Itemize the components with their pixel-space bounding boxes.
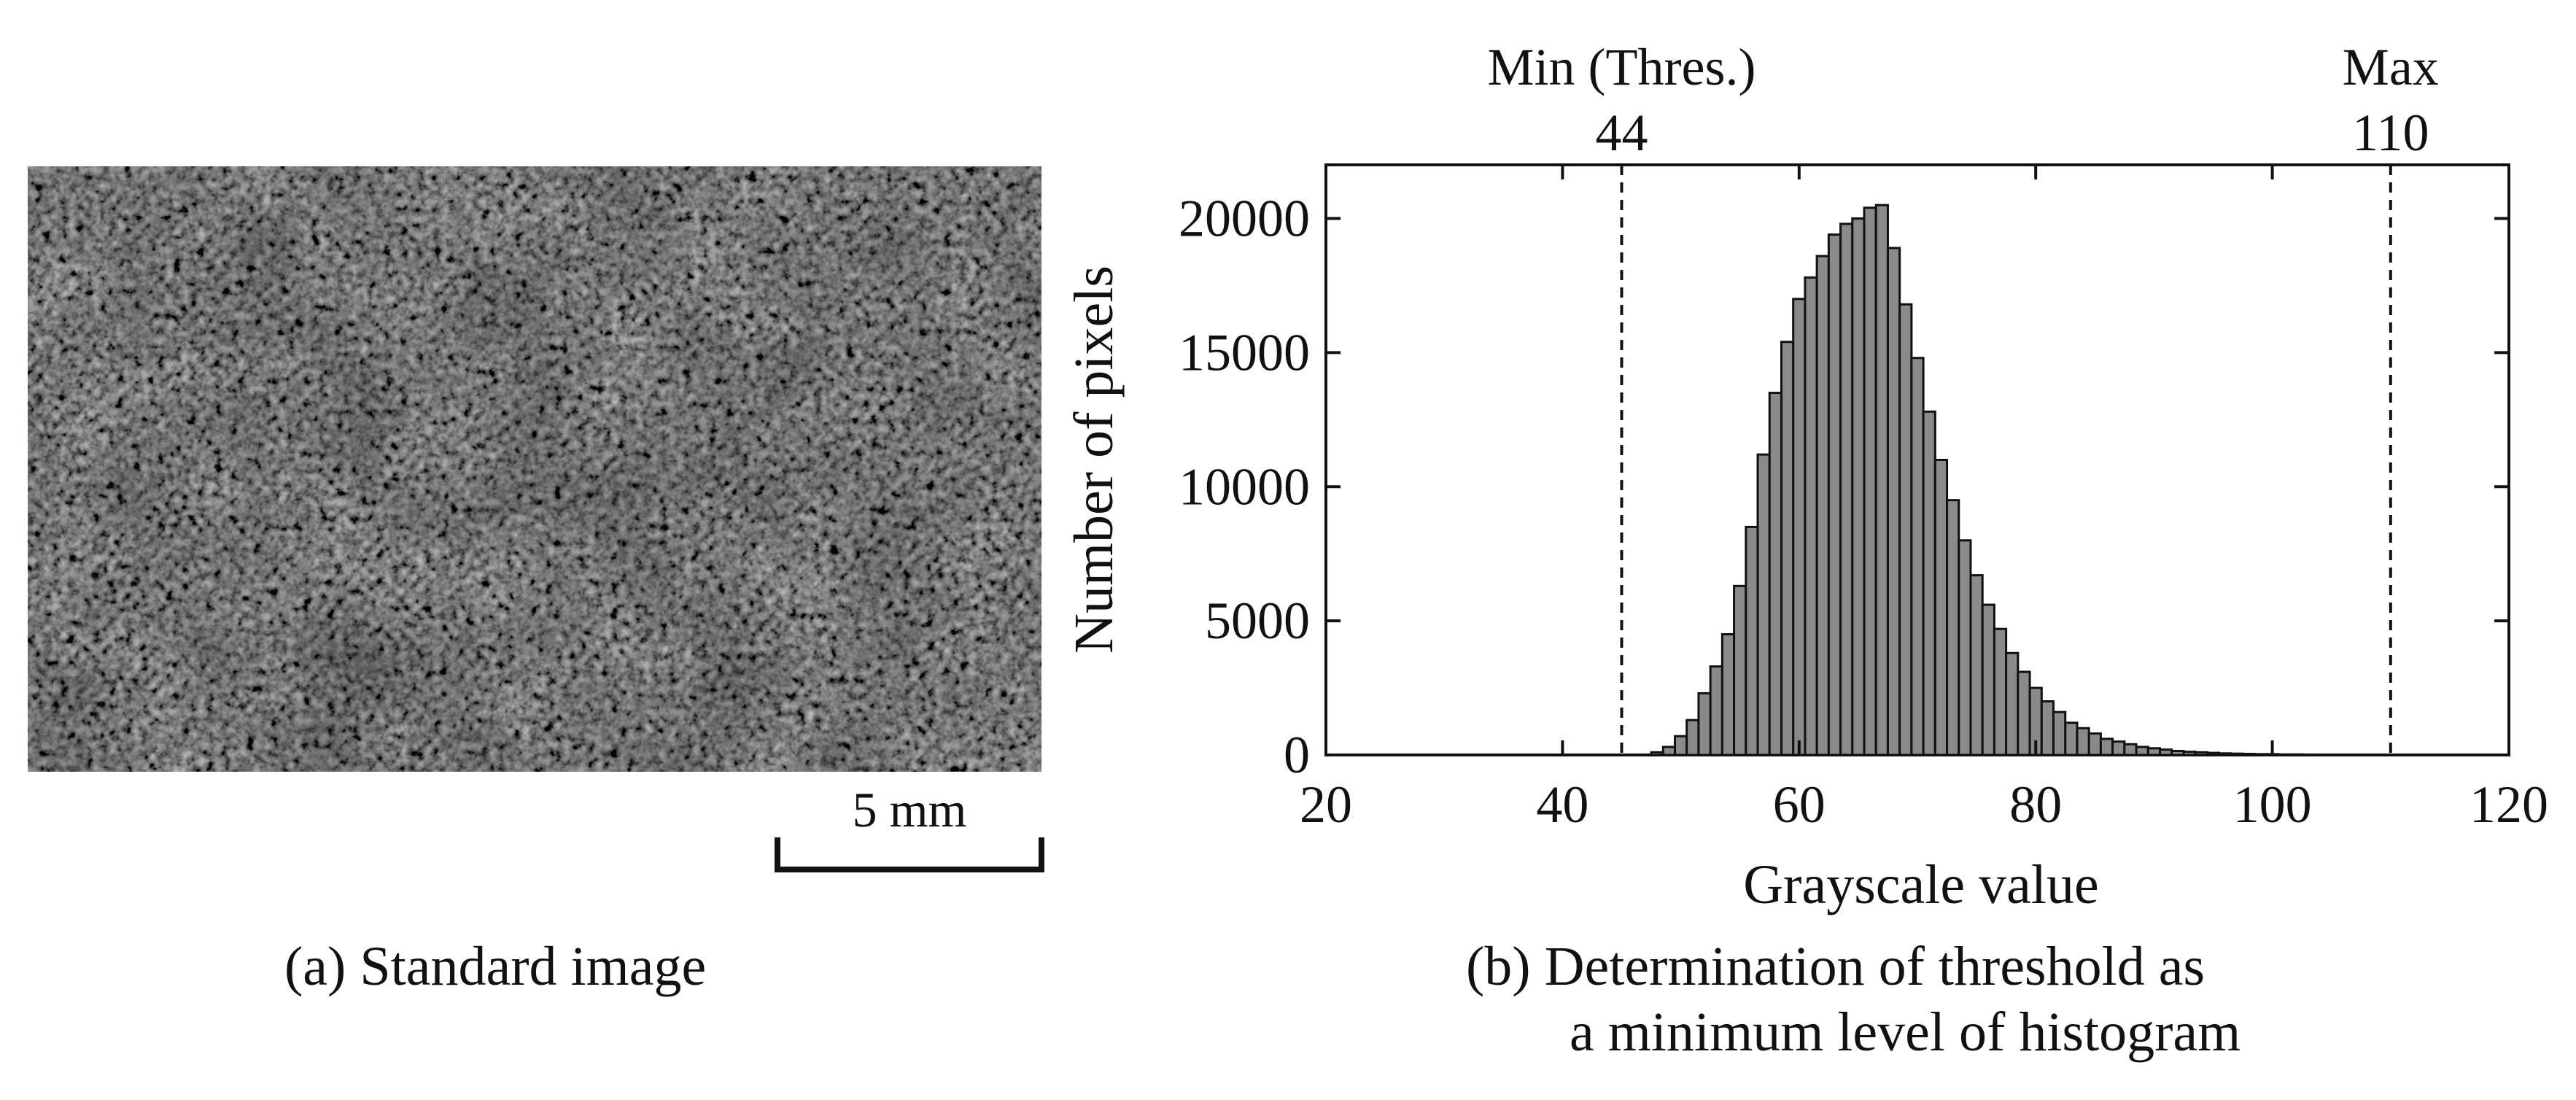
histogram-bar [1946,499,1960,756]
histogram-bar [2099,737,2114,756]
caption-panel-b-line2: a minimum level of histogram [1570,1002,2241,1063]
histogram-bar [1969,574,1984,756]
histogram-bar [1933,459,1949,756]
y-tick-label: 15000 [1179,323,1310,381]
histogram-bar [1685,719,1700,756]
histogram-bar [2194,751,2208,756]
histogram-bar [1756,453,1771,756]
y-tick-label: 5000 [1205,592,1310,650]
histogram-bar [1650,751,1664,756]
histogram-bar [1993,627,2008,756]
histogram-bar [2005,651,2020,756]
x-axis-label: Grayscale value [1743,854,2098,915]
histogram-bar [1780,341,1795,756]
annotation-value-max: 110 [2352,104,2429,162]
histogram-bar [1697,692,1712,756]
histogram-bar [1673,735,1688,756]
scale-bar-right-tick [1039,837,1044,872]
histogram-bar [2040,700,2055,756]
caption-panel-a: (a) Standard image [284,936,707,997]
scale-bar-line [775,867,1044,872]
x-tick-label: 100 [2233,775,2312,834]
histogram-bar [2289,753,2303,756]
histogram-bar [2135,745,2149,756]
histogram-bar [2277,753,2292,756]
scale-bar-label: 5 mm [852,782,967,837]
histogram-bar [2017,670,2031,756]
histogram-bar [2123,743,2138,756]
x-tick-label: 120 [2470,775,2548,834]
histogram-bar [2230,752,2244,756]
histogram-bar [1804,276,1818,756]
y-tick-label: 20000 [1179,190,1310,248]
histogram-bar [1922,410,1936,756]
annotation-value-min: 44 [1596,104,1648,162]
histogram-bar [1839,222,1854,756]
y-axis-label: Number of pixels [1063,266,1125,654]
histogram-bar [2064,721,2079,756]
y-tick-label: 10000 [1179,457,1310,516]
histogram-bar [2300,753,2315,756]
x-tick-label: 40 [1536,775,1588,834]
histogram-bar [1958,539,1972,756]
histogram-bar [2182,751,2197,756]
caption-panel-b: (b) Determination of threshold as a mini… [1466,934,2241,1065]
histogram-bar [1851,217,1866,756]
histogram-bar [2087,732,2102,756]
annotation-label-min: Min (Thres.) [1488,38,1756,96]
histogram-bar [1733,584,1747,756]
histogram-bar [2052,710,2067,756]
histogram-bar [2170,749,2185,756]
histogram-bar [2241,753,2256,756]
histogram-bar [2111,740,2126,756]
histogram-bar [1910,357,1925,756]
caption-panel-b-line1: (b) Determination of threshold as [1466,936,2205,997]
histogram-bar [2076,727,2090,756]
histogram-bar [2205,751,2221,756]
histogram-bar [2218,752,2232,756]
histogram-bar [1768,392,1782,756]
histogram-bar [1827,233,1842,756]
histogram-bar [1709,665,1723,756]
histogram-bar [1792,298,1807,756]
histogram-bars [1650,204,2374,756]
histogram-bar [1815,255,1830,756]
standard-image [28,166,1041,772]
y-tick-label: 0 [1284,726,1310,784]
histogram-bar [1874,204,1889,756]
histogram-bar [1720,633,1736,756]
histogram-bar [1863,206,1877,756]
histogram-bar [2159,748,2173,756]
annotation-label-max: Max [2343,38,2439,96]
histogram-bar [1745,525,1759,756]
x-tick-label: 80 [2009,775,2062,834]
histogram-bar [1661,745,1676,756]
x-tick-label: 20 [1300,775,1352,834]
histogram-bar [1898,303,1913,756]
histogram-bar [1981,603,1995,756]
scale-bar: 5 mm [775,781,1044,877]
histogram-bar [2253,753,2267,756]
scale-bar-left-tick [775,837,780,872]
x-tick-label: 60 [1773,775,1826,834]
histogram-bar [1886,247,1901,756]
histogram-bar [2146,747,2162,756]
